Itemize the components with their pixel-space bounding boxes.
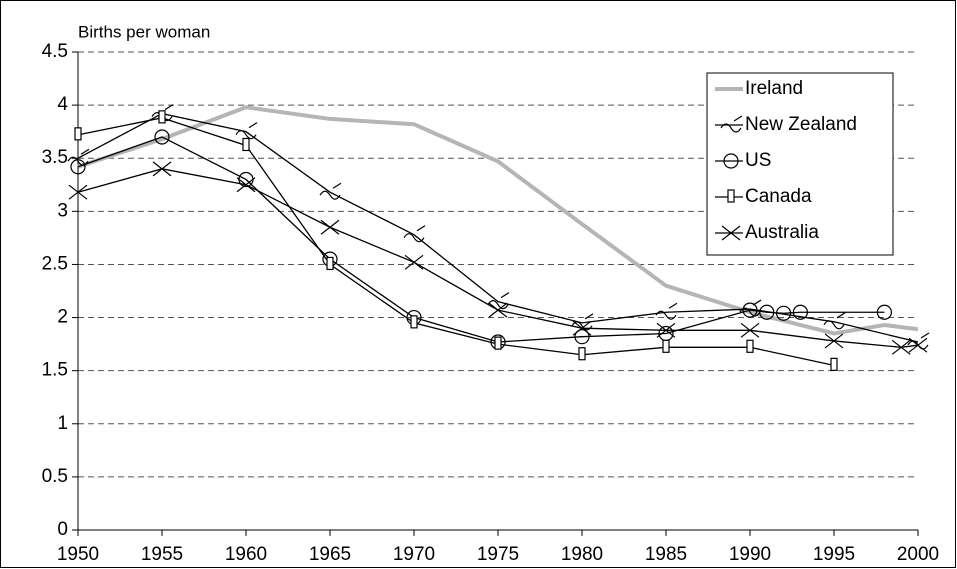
x-tick-label: 1985 [645,544,687,565]
y-tick-label: 0.5 [42,466,68,487]
y-tick-label: 2 [57,307,68,328]
marker [574,329,590,345]
marker [403,225,426,243]
y-tick-label: 1.5 [42,360,68,381]
x-tick-label: 1990 [729,544,771,565]
x-tick-label: 1970 [393,544,435,565]
legend-label: Canada [745,186,812,207]
marker [742,302,758,318]
marker [824,333,844,349]
marker [410,315,418,329]
marker [656,322,676,338]
legend-label: Australia [745,222,819,243]
legend-marker [723,153,739,169]
y-axis-label: Births per woman [78,22,210,41]
marker [746,339,754,353]
marker [154,129,170,145]
legend-box [706,72,894,256]
marker [242,137,250,152]
marker [494,336,502,350]
x-tick-label: 1955 [141,544,183,565]
legend-label: New Zealand [745,114,857,135]
marker [487,292,510,310]
y-tick-label: 4.5 [42,41,68,62]
marker [759,304,775,320]
legend-marker [727,189,735,203]
series-line [77,136,885,343]
marker [908,337,928,353]
marker [572,320,592,336]
marker [235,122,258,140]
marker [740,322,760,338]
marker [404,254,424,270]
marker [488,302,508,318]
marker [655,302,678,320]
marker [68,184,88,200]
y-tick-label: 3 [57,200,68,221]
y-tick-label: 0 [57,519,68,540]
legend-label: US [745,150,771,171]
y-tick-label: 4 [57,94,68,115]
x-tick-label: 2000 [897,544,939,565]
x-tick-label: 1965 [309,544,351,565]
legend-label: Ireland [745,78,803,99]
marker [320,219,340,235]
marker [326,256,334,271]
x-tick-label: 1950 [57,544,99,565]
marker [823,312,846,330]
marker [876,304,893,320]
legend-marker [721,225,741,241]
marker [152,161,172,177]
y-tick-label: 2.5 [42,253,68,274]
marker [891,339,911,355]
x-tick-label: 1980 [561,544,603,565]
marker [792,304,809,320]
x-tick-label: 1995 [813,544,855,565]
x-tick-label: 1960 [225,544,267,565]
legend-marker [720,115,743,133]
marker [70,159,86,175]
marker [662,339,670,353]
marker [578,347,586,361]
series-line [77,117,835,366]
series-line [77,105,919,336]
marker [158,110,166,124]
series-line [77,168,919,348]
marker [319,182,342,200]
marker [775,305,792,321]
marker [74,127,82,141]
marker [830,357,838,371]
y-tick-label: 3.5 [42,147,68,168]
y-tick-label: 1 [57,413,68,434]
marker [236,177,256,193]
x-tick-label: 1975 [477,544,519,565]
